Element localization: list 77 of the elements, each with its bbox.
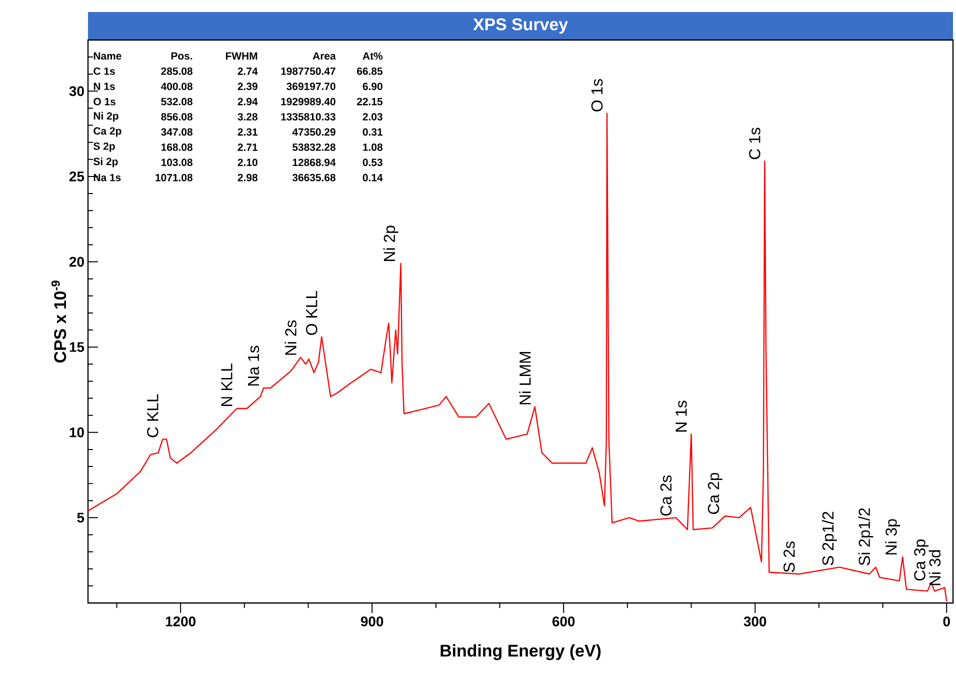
x-tick-label: 0 bbox=[943, 616, 950, 626]
annotation: 6.90 bbox=[362, 82, 382, 90]
annotation: Na 1s bbox=[248, 346, 260, 386]
y-axis-title: CPS x 10$^{-9}$ bbox=[51, 280, 66, 363]
annotation: N KLL bbox=[221, 364, 232, 406]
annotation: 2.03 bbox=[362, 113, 382, 121]
annotation: Pos. bbox=[171, 52, 192, 60]
y-tick-label: 15 bbox=[70, 342, 84, 352]
annotation: 2.39 bbox=[238, 82, 258, 90]
annotation: Ni 3p bbox=[885, 519, 900, 554]
annotation: 285.08 bbox=[161, 67, 192, 75]
y-tick-label: 20 bbox=[69, 256, 84, 267]
annotation: Si 2p bbox=[94, 158, 118, 168]
chart-title: XPS Survey bbox=[473, 18, 568, 34]
annotation: O KLL bbox=[306, 291, 318, 335]
annotation: 856.08 bbox=[161, 113, 192, 120]
annotation: Ni 2p bbox=[383, 226, 398, 261]
annotation: 2.10 bbox=[238, 158, 258, 166]
y-tick-label: 10 bbox=[70, 427, 84, 438]
annotation: 103.08 bbox=[161, 158, 192, 166]
annotation: 369197.70 bbox=[286, 82, 336, 90]
annotation: 0.14 bbox=[362, 174, 383, 182]
annotation: C KLL bbox=[147, 394, 158, 438]
annotation: FWHM bbox=[226, 52, 258, 60]
annotation: 0.31 bbox=[362, 128, 383, 136]
annotation: 400.08 bbox=[160, 82, 192, 90]
annotation: 2.94 bbox=[238, 98, 258, 106]
annotation: 1071.08 bbox=[156, 174, 192, 182]
annotation: 47350.29 bbox=[292, 128, 336, 136]
annotation: 3.28 bbox=[238, 113, 258, 121]
annotation: 2.98 bbox=[238, 174, 258, 182]
y-tick-label: 30 bbox=[69, 86, 84, 96]
annotation: Ni LMM bbox=[519, 352, 531, 404]
annotation: 2.31 bbox=[238, 128, 258, 136]
annotation: N 1s bbox=[676, 400, 687, 432]
annotation: Ni 3d bbox=[928, 550, 941, 586]
annotation: Ca 2p bbox=[94, 127, 122, 137]
y-tick-label: 5 bbox=[77, 512, 84, 523]
annotation: Ca 2p bbox=[708, 472, 722, 514]
annotation: S 2p bbox=[94, 142, 115, 152]
annotation: 347.08 bbox=[161, 128, 192, 136]
annotation: O 1s bbox=[591, 79, 603, 112]
annotation: Name bbox=[94, 52, 122, 60]
annotation: 1929989.40 bbox=[281, 98, 336, 106]
line-series bbox=[87, 112, 948, 602]
annotation: 53832.28 bbox=[292, 143, 336, 151]
annotation: 66.85 bbox=[357, 67, 382, 75]
annotation: 0.53 bbox=[362, 158, 382, 166]
annotation: 1987750.47 bbox=[281, 67, 336, 75]
annotation: Area bbox=[312, 52, 336, 60]
annotation: 2.74 bbox=[238, 68, 258, 75]
annotation: Ca 3p bbox=[914, 539, 929, 580]
annotation: 36635.68 bbox=[292, 174, 336, 182]
annotation: 1.08 bbox=[363, 143, 382, 151]
annotation: Ni 2s bbox=[284, 320, 296, 355]
annotation: O 1s bbox=[94, 98, 116, 106]
annotation: C 1s bbox=[749, 128, 760, 160]
y-tick-label: 25 bbox=[69, 172, 84, 182]
annotation: S 2s bbox=[784, 541, 795, 572]
annotation: C 1s bbox=[94, 67, 115, 75]
annotation: S 2p1/2 bbox=[822, 512, 837, 566]
annotation: 12868.94 bbox=[292, 158, 336, 166]
annotation: Ca 2s bbox=[660, 475, 672, 516]
annotation: 168.08 bbox=[161, 143, 192, 151]
annotation: 532.08 bbox=[161, 98, 192, 106]
annotation: Ni 2p bbox=[94, 112, 118, 122]
annotation: 2.71 bbox=[238, 144, 258, 151]
x-tick-label: 1200 bbox=[166, 616, 196, 626]
annotation: At% bbox=[362, 52, 383, 60]
x-axis-title: Binding Energy (eV) bbox=[440, 644, 601, 660]
x-tick-label: 900 bbox=[360, 616, 384, 626]
annotation: 1335810.33 bbox=[281, 113, 336, 121]
x-tick-label: 600 bbox=[552, 616, 575, 626]
annotation: N 1s bbox=[94, 82, 115, 90]
x-tick-label: 300 bbox=[744, 616, 766, 626]
annotation: 22.15 bbox=[356, 98, 382, 106]
annotation: Si 2p1/2 bbox=[858, 508, 874, 566]
